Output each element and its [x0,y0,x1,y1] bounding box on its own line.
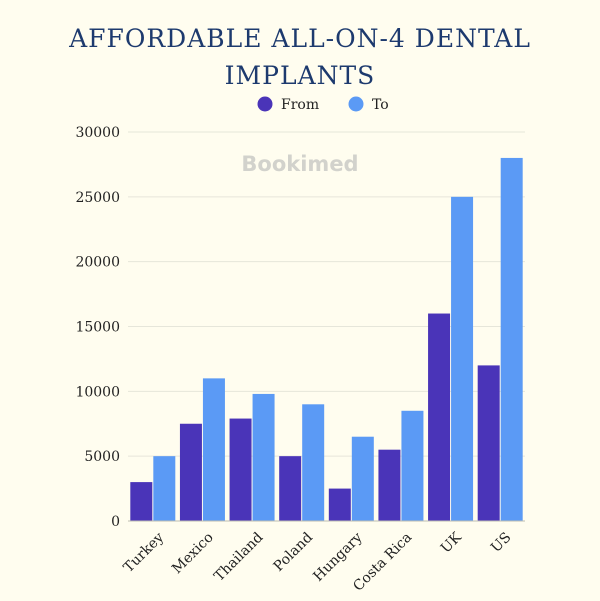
bar-from [130,482,153,521]
x-tick-label: Mexico [169,530,217,578]
bar-to [153,456,176,521]
legend-label: From [281,97,319,113]
legend-label: To [372,97,389,113]
y-tick-label: 10000 [75,384,120,400]
watermark-text: Bookimed [241,152,358,176]
bar-from [378,449,401,521]
bar-from [477,365,500,521]
legend-marker [257,96,273,112]
y-tick-label: 30000 [75,125,120,141]
x-tick-label: UK [438,529,465,556]
y-tick-label: 20000 [75,255,120,271]
bar-to [302,404,325,521]
bar-from [179,423,202,521]
bar-from [428,313,451,521]
bar-to [202,378,225,521]
x-tick-label: US [488,530,514,556]
bar-to [451,196,474,522]
y-tick-label: 5000 [84,449,120,465]
bar-to [500,157,523,521]
bar-from [229,418,252,521]
bar-to [401,410,424,521]
bar-from [328,488,351,521]
bar-to [351,436,374,521]
chart-title-line-1: AFFORDABLE ALL-ON-4 DENTAL [69,24,531,53]
x-tick-label: Thailand [211,529,266,584]
y-tick-label: 15000 [75,320,120,336]
y-tick-label: 0 [111,514,120,530]
chart-title: AFFORDABLE ALL-ON-4 DENTAL IMPLANTS [0,20,600,94]
x-tick-label: Poland [271,529,316,574]
chart-title-line-2: IMPLANTS [224,61,376,90]
bar-to [252,393,275,521]
y-tick-label: 25000 [75,190,120,206]
bar-from [279,456,302,521]
x-tick-label: Turkey [121,529,168,576]
legend-marker [348,96,364,112]
